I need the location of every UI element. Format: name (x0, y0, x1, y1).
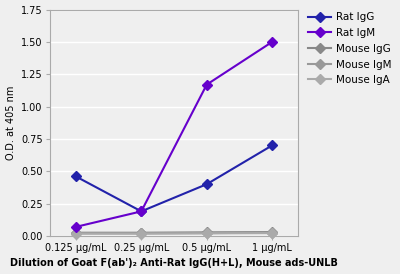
Y-axis label: O.D. at 405 nm: O.D. at 405 nm (6, 85, 16, 160)
Mouse IgG (270, 230, 274, 234)
Legend: Rat IgG, Rat IgM, Mouse IgG, Mouse IgM, Mouse IgA: Rat IgG, Rat IgM, Mouse IgG, Mouse IgM, … (306, 10, 394, 87)
Mouse IgA (204, 232, 209, 235)
Mouse IgG (74, 231, 78, 234)
Mouse IgA (270, 232, 274, 235)
Rat IgM (270, 40, 274, 44)
Mouse IgA (74, 232, 78, 235)
Mouse IgG (204, 231, 209, 234)
Rat IgM (74, 225, 78, 229)
Rat IgG (139, 210, 144, 213)
Rat IgG (74, 175, 78, 178)
Line: Rat IgG: Rat IgG (72, 142, 276, 215)
Mouse IgM (139, 232, 144, 235)
Line: Mouse IgM: Mouse IgM (72, 229, 276, 237)
Rat IgM (139, 210, 144, 213)
Mouse IgM (270, 231, 274, 234)
Mouse IgA (139, 232, 144, 235)
Rat IgG (204, 182, 209, 186)
Line: Mouse IgA: Mouse IgA (72, 230, 276, 237)
X-axis label: Dilution of Goat F(ab')₂ Anti-Rat IgG(H+L), Mouse ads-UNLB: Dilution of Goat F(ab')₂ Anti-Rat IgG(H+… (10, 258, 338, 269)
Rat IgM (204, 83, 209, 86)
Mouse IgG (139, 231, 144, 234)
Mouse IgM (204, 232, 209, 235)
Line: Rat IgM: Rat IgM (72, 38, 276, 230)
Line: Mouse IgG: Mouse IgG (72, 229, 276, 236)
Mouse IgM (74, 232, 78, 235)
Rat IgG (270, 144, 274, 147)
